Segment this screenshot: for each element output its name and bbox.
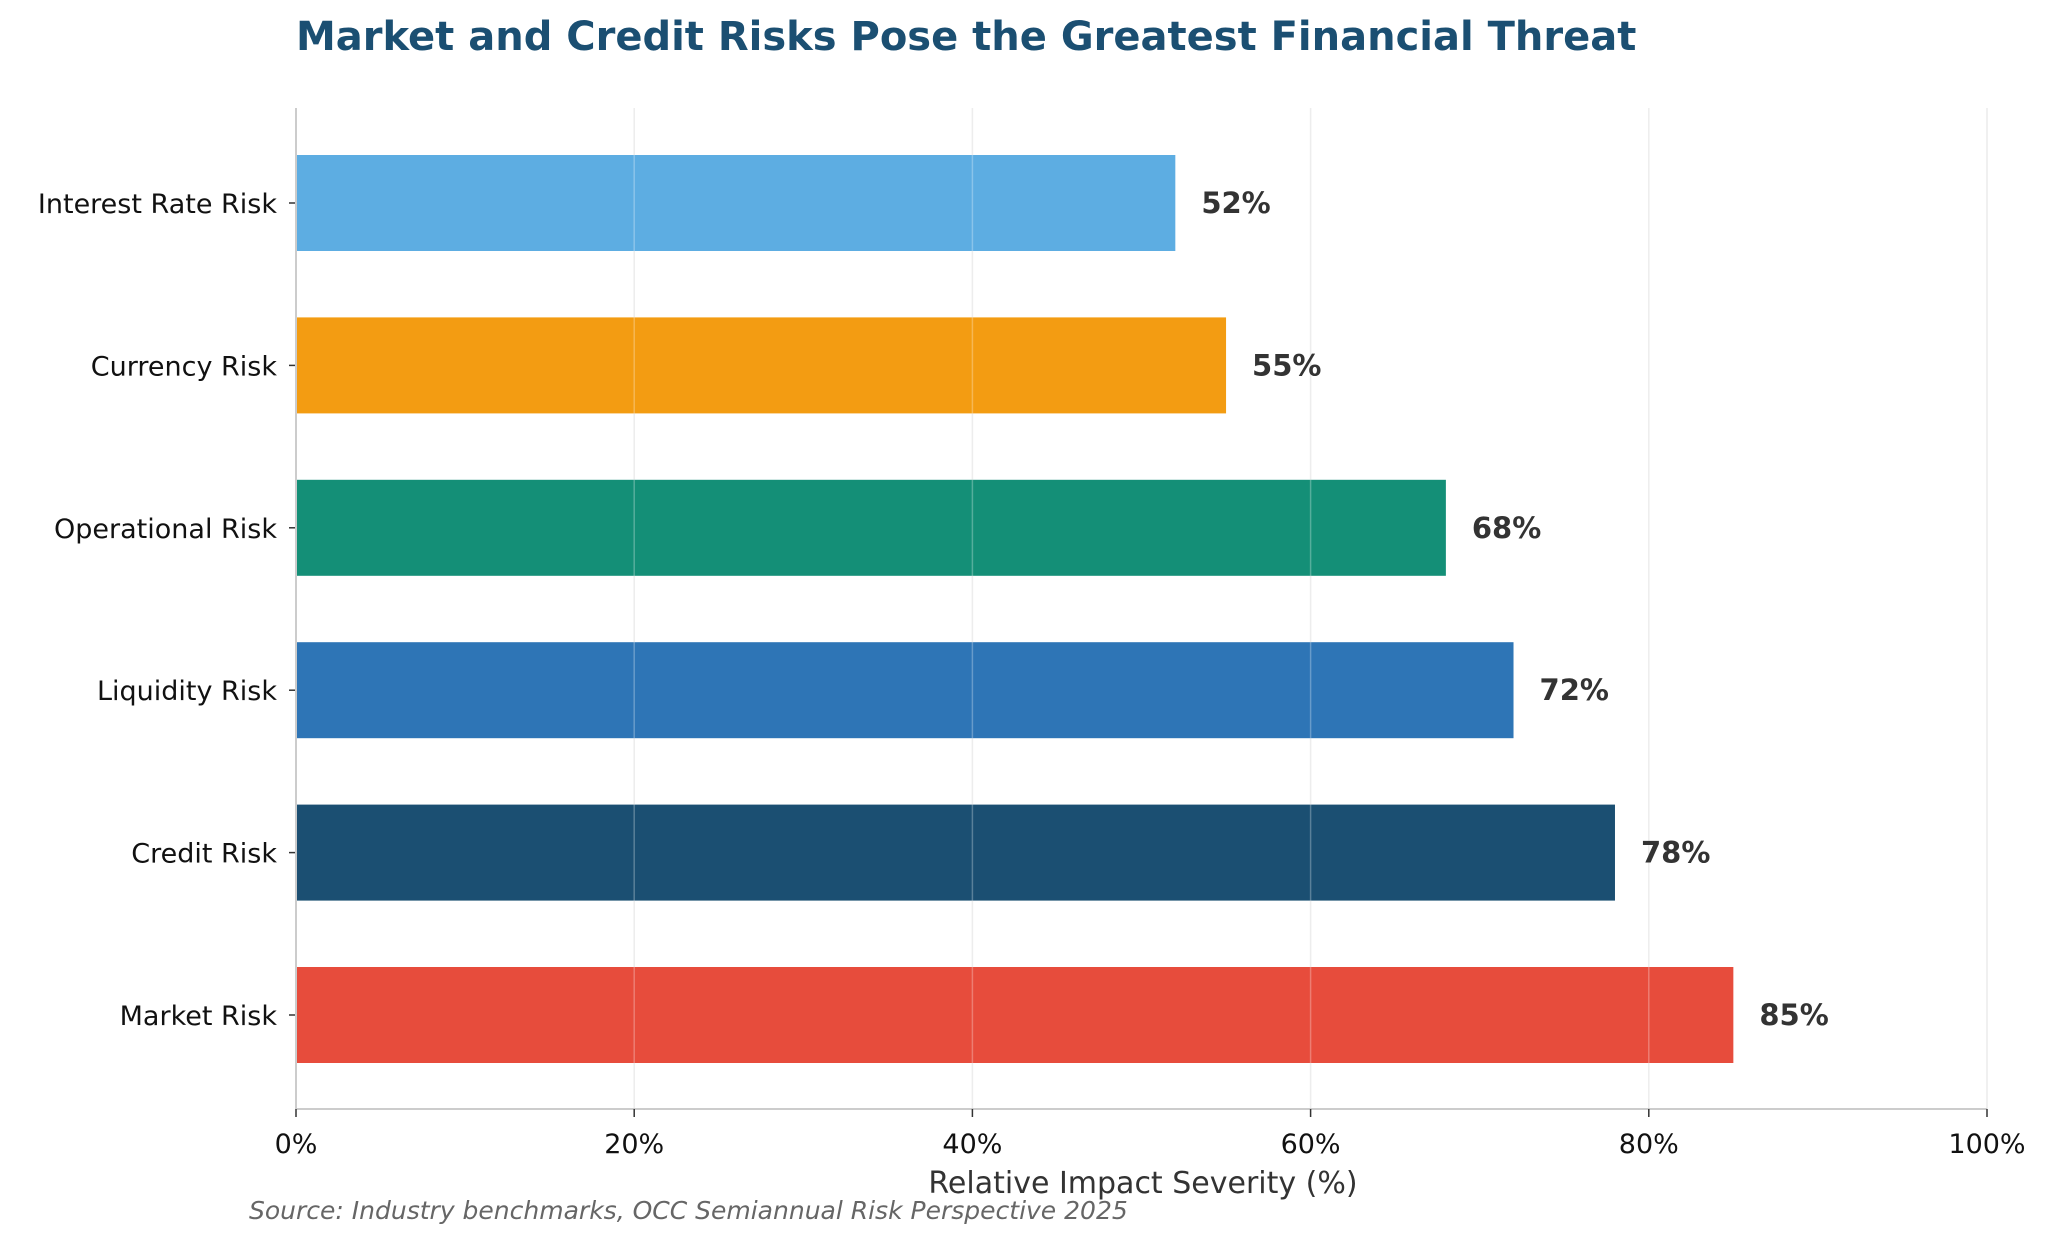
category-label: Currency Risk bbox=[91, 351, 278, 382]
bar-liquidity-risk bbox=[296, 642, 1514, 739]
value-label: 85% bbox=[1759, 998, 1828, 1032]
source-note: Source: Industry benchmarks, OCC Semiann… bbox=[249, 1196, 1128, 1225]
bars bbox=[296, 155, 1734, 1063]
category-label: Interest Rate Risk bbox=[38, 189, 277, 220]
x-tick-label: 0% bbox=[275, 1129, 318, 1160]
category-label: Liquidity Risk bbox=[97, 676, 277, 707]
category-label: Credit Risk bbox=[131, 839, 277, 870]
category-label: Market Risk bbox=[120, 1001, 278, 1032]
grid-overlay bbox=[633, 108, 1988, 1109]
category-label: Operational Risk bbox=[54, 514, 277, 545]
x-tick-label: 20% bbox=[604, 1129, 664, 1160]
x-tick-label: 80% bbox=[1619, 1129, 1679, 1160]
bar-operational-risk bbox=[296, 479, 1446, 576]
bar-credit-risk bbox=[296, 804, 1615, 901]
x-axis-title: Relative Impact Severity (%) bbox=[928, 1166, 1357, 1201]
bar-interest-rate-risk bbox=[296, 155, 1176, 251]
value-label: 78% bbox=[1641, 836, 1710, 870]
grid-lines bbox=[633, 108, 1988, 1109]
bar-currency-risk bbox=[296, 317, 1227, 414]
x-tick-label: 40% bbox=[942, 1129, 1002, 1160]
labels: Interest Rate Risk 52% Currency Risk 55% Ope… bbox=[38, 186, 2026, 1160]
x-tick-label: 100% bbox=[1948, 1129, 2025, 1160]
value-label: 68% bbox=[1472, 511, 1541, 545]
x-tick-label: 60% bbox=[1281, 1129, 1341, 1160]
bar-market-risk bbox=[296, 967, 1734, 1063]
axes bbox=[289, 108, 1988, 1117]
value-label: 72% bbox=[1540, 673, 1609, 707]
chart-title: Market and Credit Risks Pose the Greates… bbox=[296, 14, 1636, 60]
value-label: 55% bbox=[1252, 348, 1321, 382]
value-label: 52% bbox=[1201, 186, 1270, 220]
